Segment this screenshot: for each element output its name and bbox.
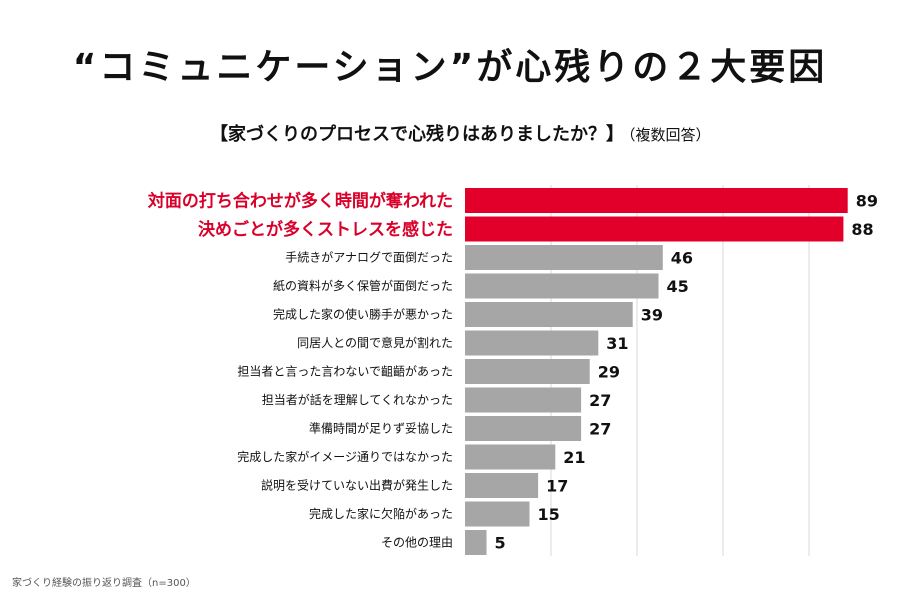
category-label: 担当者と言った言わないで齟齬があった xyxy=(237,364,453,379)
bar xyxy=(465,473,539,498)
bar xyxy=(465,530,487,555)
category-label: 完成した家がイメージ通りではなかった xyxy=(237,449,453,464)
bar xyxy=(465,302,633,327)
bar xyxy=(465,416,582,441)
category-label: 完成した家の使い勝手が悪かった xyxy=(273,307,453,322)
chart-source: 家づくり経験の振り返り調査（n=300） xyxy=(12,578,196,589)
bar xyxy=(465,359,590,384)
value-label: 88 xyxy=(851,220,873,239)
category-label: 対面の打ち合わせが多く時間が奪われた xyxy=(147,191,453,212)
bar xyxy=(465,188,848,213)
value-label: 27 xyxy=(589,391,611,410)
category-label: 担当者が話を理解してくれなかった xyxy=(262,392,453,407)
value-label: 46 xyxy=(671,249,693,268)
value-label: 45 xyxy=(667,277,689,296)
chart-subtitle: 【家づくりのプロセスで心残りはありましたか？】 （複数回答） xyxy=(210,120,850,146)
bar xyxy=(465,387,582,413)
value-label: 89 xyxy=(856,192,878,211)
value-label: 27 xyxy=(589,420,611,439)
category-label: 手続きがアナログで面倒だった xyxy=(285,250,453,265)
value-label: 31 xyxy=(606,334,628,353)
bar xyxy=(465,444,556,470)
category-label: 説明を受けていない出費が発生した xyxy=(261,478,453,493)
value-label: 17 xyxy=(546,477,568,496)
value-label: 39 xyxy=(641,306,663,325)
bar xyxy=(465,216,844,242)
category-label: その他の理由 xyxy=(381,536,453,550)
value-label: 29 xyxy=(598,363,620,382)
chart-title: “コミュニケーション”が心残りの２大要因 xyxy=(72,47,828,88)
bar xyxy=(465,273,659,299)
category-label: 同居人との間で意見が割れた xyxy=(297,335,453,350)
category-label: 完成した家に欠陥があった xyxy=(309,506,453,521)
category-label: 紙の資料が多く保管が面倒だった xyxy=(273,278,453,293)
category-label: 準備時間が足りず妥協した xyxy=(309,421,453,436)
chart-subtitle-question: 【家づくりのプロセスで心残りはありましたか？】 xyxy=(210,124,624,145)
value-label: 15 xyxy=(538,505,560,524)
value-label: 5 xyxy=(495,534,506,553)
category-label: 決めごとが多くストレスを感じた xyxy=(198,219,453,240)
bar xyxy=(465,245,663,270)
value-label: 21 xyxy=(563,448,585,467)
bar xyxy=(465,501,530,527)
bar xyxy=(465,330,599,356)
chart-subtitle-note: （複数回答） xyxy=(628,126,711,144)
